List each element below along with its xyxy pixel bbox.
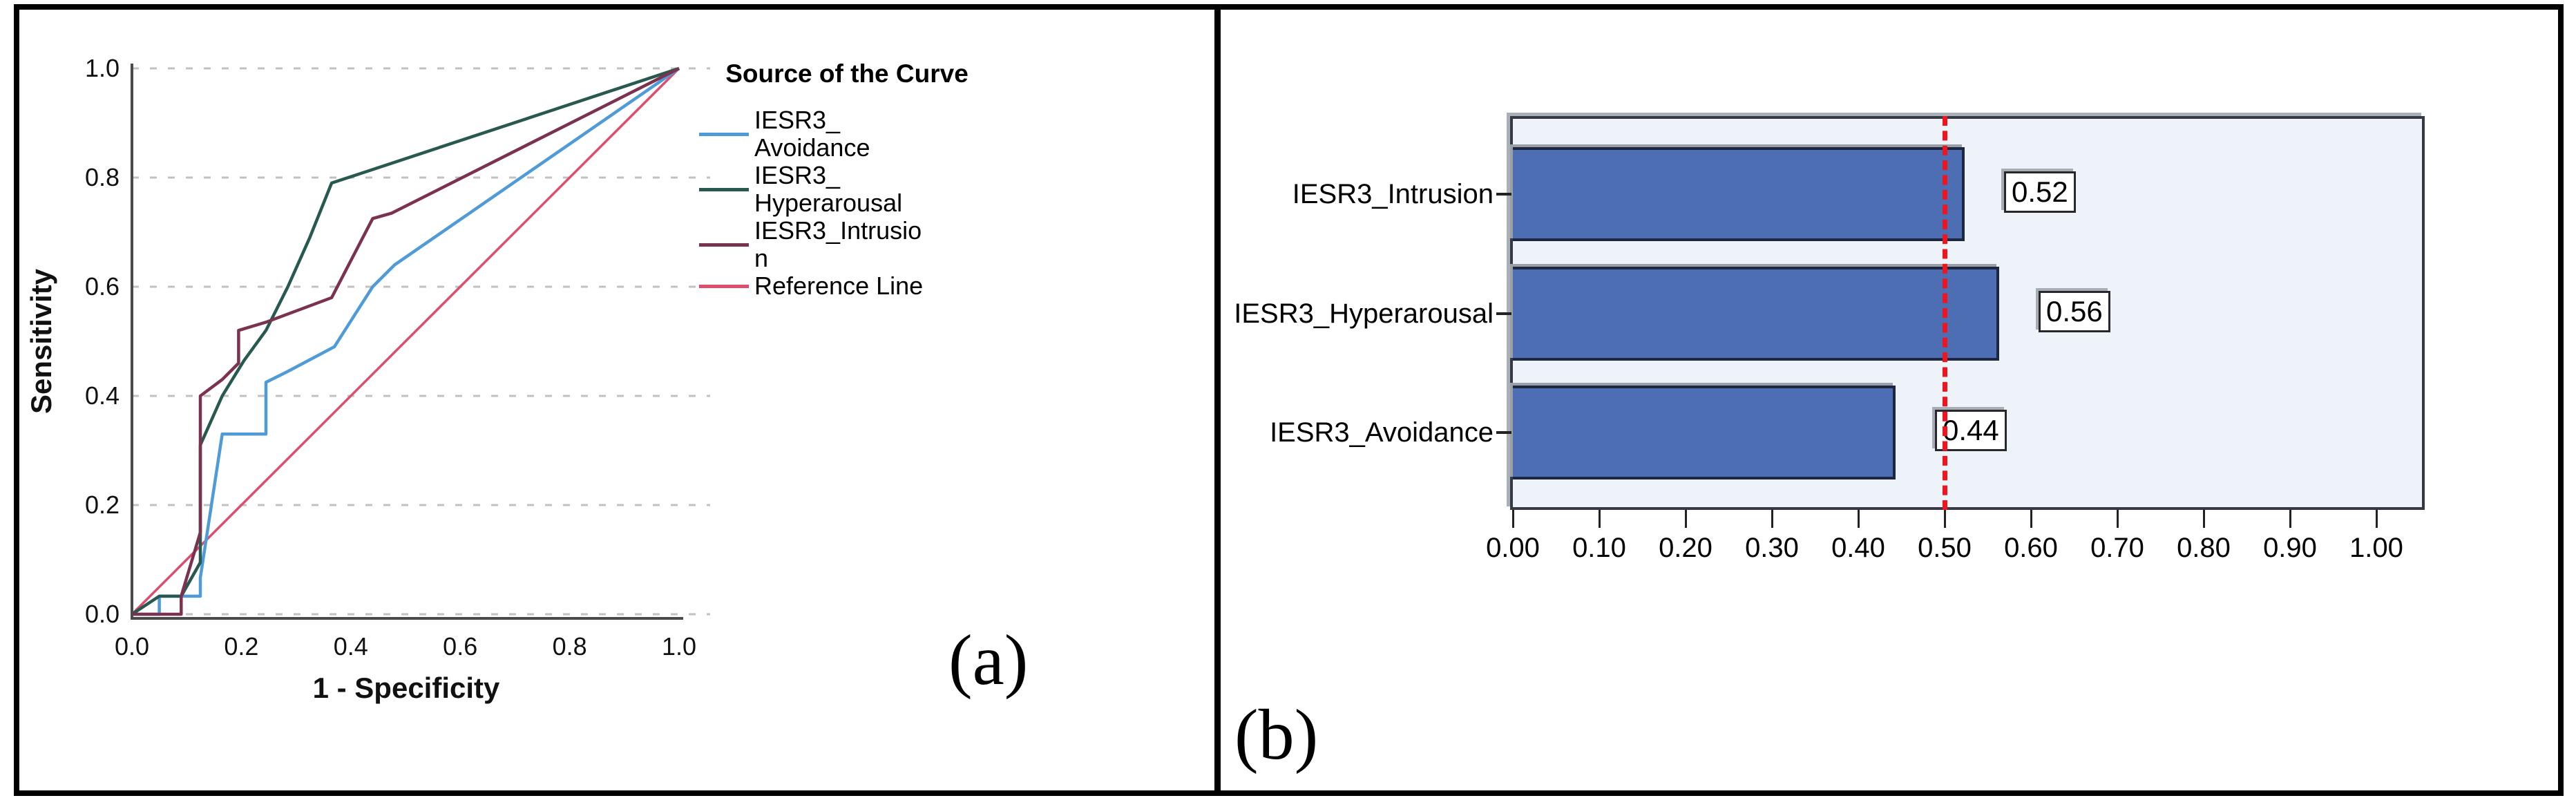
roc-series-Reference Line bbox=[131, 67, 680, 616]
bar-IESR3_Hyperarousal bbox=[1513, 267, 1999, 361]
roc-legend-title: Source of the Curve bbox=[725, 59, 969, 88]
bar-x-tick-label: 0.00 bbox=[1486, 533, 1540, 563]
bar-x-tick-label: 1.00 bbox=[2349, 533, 2403, 563]
bar-x-tick bbox=[1599, 510, 1601, 528]
bar-category-label: IESR3_Hyperarousal bbox=[1234, 298, 1494, 329]
bar-x-tick-label: 0.50 bbox=[1918, 533, 1972, 563]
legend-item-label: IESR3_ Hyperarousal bbox=[754, 161, 903, 217]
bar-x-tick bbox=[2030, 510, 2032, 528]
bar-category-label: IESR3_Avoidance bbox=[1270, 417, 1494, 448]
roc-legend-items: IESR3_ Avoidance IESR3_ Hyperarousal IESR3… bbox=[695, 106, 1013, 300]
panel-b-label: (b) bbox=[1234, 695, 1319, 775]
roc-y-tick-label: 0.8 bbox=[85, 163, 120, 191]
bar-x-tick-label: 0.90 bbox=[2263, 533, 2317, 563]
roc-legend: Source of the Curve IESR3_ Avoidance IESR… bbox=[695, 59, 1013, 300]
bar-x-tick bbox=[1512, 510, 1514, 528]
roc-x-tick-label: 0.4 bbox=[334, 632, 368, 661]
panel-a-roc-chart: 0.0 0.2 0.4 0.6 0.8 1.0 0.0 0.2 0.4 0.6 0.8 1.0 Sen… bbox=[19, 10, 1214, 790]
roc-x-tick-label: 0.0 bbox=[115, 632, 149, 661]
legend-item: IESR3_ Avoidance bbox=[695, 106, 1013, 162]
bar-value-label: 0.52 bbox=[2004, 171, 2076, 213]
bar-x-tick-label: 0.40 bbox=[1831, 533, 1885, 563]
bar-x-tick bbox=[2289, 510, 2291, 528]
bar-category-label: IESR3_Intrusion bbox=[1292, 179, 1494, 209]
bar-x-tick-label: 0.10 bbox=[1572, 533, 1626, 563]
roc-plot: 0.0 0.2 0.4 0.6 0.8 1.0 0.0 0.2 0.4 0.6 0.8 1.0 Sen… bbox=[25, 54, 710, 704]
roc-y-tick-label: 0.6 bbox=[85, 272, 120, 301]
roc-y-tick-label: 0.4 bbox=[85, 381, 120, 410]
roc-curves bbox=[131, 66, 680, 616]
roc-x-tick-label: 0.2 bbox=[224, 632, 258, 661]
roc-x-tick-label: 0.8 bbox=[553, 632, 587, 661]
bar-value-label: 0.56 bbox=[2039, 291, 2110, 332]
legend-line-swatch bbox=[699, 284, 749, 288]
panel-divider bbox=[1214, 4, 1221, 796]
bar-x-tick-label: 0.70 bbox=[2090, 533, 2144, 563]
bar-x-tick bbox=[2117, 510, 2119, 528]
bar-x-tick-label: 0.60 bbox=[2004, 533, 2058, 563]
bar-x-tick-label: 0.80 bbox=[2177, 533, 2231, 563]
roc-tick-labels: 0.0 0.2 0.4 0.6 0.8 1.0 0.0 0.2 0.4 0.6 0.8 1.0 bbox=[85, 54, 696, 661]
bar-category-tick bbox=[1496, 431, 1511, 434]
roc-series-IESR3_Intrusion bbox=[132, 66, 680, 616]
legend-item: Reference Line bbox=[695, 272, 1013, 300]
panel-b-bar-chart: 0.52 0.56 0.44 IESR3_Intrusion IESR3_Hypera… bbox=[1221, 10, 2564, 790]
bar-x-tick bbox=[2203, 510, 2205, 528]
bar-IESR3_Avoidance bbox=[1513, 386, 1896, 480]
reference-line bbox=[1943, 116, 1947, 510]
legend-item: IESR3_Intrusio n bbox=[695, 217, 1013, 272]
panel-a-label: (a) bbox=[948, 620, 1029, 700]
roc-gridlines bbox=[132, 67, 710, 616]
bar-x-tick-label: 0.20 bbox=[1659, 533, 1712, 563]
bar-x-tick bbox=[1944, 510, 1946, 528]
legend-item-label: IESR3_ Avoidance bbox=[754, 106, 870, 162]
legend-item-label: IESR3_Intrusio n bbox=[754, 216, 922, 272]
legend-item: IESR3_ Hyperarousal bbox=[695, 162, 1013, 217]
legend-line-swatch bbox=[699, 187, 749, 191]
bar-x-tick bbox=[1685, 510, 1687, 528]
legend-item-label: Reference Line bbox=[754, 272, 924, 300]
roc-y-tick-label: 0.2 bbox=[85, 491, 120, 519]
roc-axes bbox=[131, 64, 683, 620]
bar-x-tick bbox=[1858, 510, 1860, 528]
roc-series-IESR3_Hyperarousal bbox=[131, 66, 680, 616]
roc-y-axis-title: Sensitivity bbox=[25, 268, 57, 414]
bar-x-tick bbox=[1771, 510, 1773, 528]
bar-plot-area: 0.52 0.56 0.44 bbox=[1510, 116, 2425, 510]
bar-x-tick bbox=[2376, 510, 2378, 528]
roc-x-tick-label: 0.6 bbox=[443, 632, 477, 661]
roc-x-axis-title: 1 - Specificity bbox=[313, 672, 500, 704]
bar-IESR3_Intrusion bbox=[1513, 147, 1965, 241]
roc-y-tick-label: 0.0 bbox=[85, 600, 120, 628]
bar-category-tick bbox=[1496, 312, 1511, 315]
legend-line-swatch bbox=[699, 243, 749, 247]
legend-line-swatch bbox=[699, 132, 749, 136]
roc-x-tick-label: 1.0 bbox=[662, 632, 696, 661]
figure-border bbox=[14, 4, 2564, 796]
bar-category-tick bbox=[1496, 193, 1511, 196]
roc-y-tick-label: 1.0 bbox=[85, 54, 120, 82]
bar-x-tick-label: 0.30 bbox=[1745, 533, 1799, 563]
